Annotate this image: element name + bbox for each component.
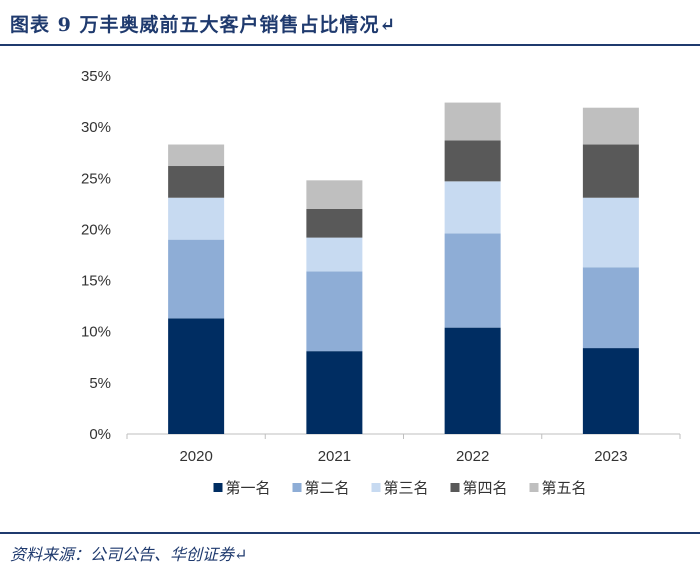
bar-segment — [582, 107, 639, 145]
bar-segment — [444, 327, 501, 434]
legend-swatch — [450, 483, 460, 492]
bottom-rule — [0, 532, 700, 534]
bar-segment — [444, 102, 501, 141]
y-tick-label: 0% — [89, 426, 111, 443]
x-tick-label: 2021 — [318, 448, 351, 465]
legend-swatch — [213, 483, 223, 492]
bar-segment — [582, 144, 639, 198]
legend-swatch — [529, 483, 539, 492]
bar-segment — [306, 208, 363, 238]
y-tick-label: 15% — [81, 273, 111, 290]
bar-segment — [306, 271, 363, 352]
bar-segment — [582, 197, 639, 268]
y-tick-label: 35% — [81, 68, 111, 85]
stacked-bar-chart: 0% 5% 10% 15% 20% 25% 30% 35% 2020 2021 2022 2023 第一… — [81, 68, 681, 497]
legend-label: 第四名 — [463, 479, 508, 497]
bar-segment — [168, 197, 225, 240]
legend-label: 第五名 — [542, 479, 587, 497]
bar-segment — [306, 237, 363, 272]
y-tick-label: 20% — [81, 221, 111, 238]
bar-segment — [444, 181, 501, 234]
bar-segment — [168, 166, 225, 198]
bar-segment — [306, 351, 363, 434]
bar-segment — [444, 140, 501, 182]
y-tick-label: 5% — [89, 375, 111, 392]
y-tick-label: 10% — [81, 324, 111, 341]
top-rule — [0, 44, 700, 46]
bar-segment — [582, 267, 639, 349]
x-tick-label: 2020 — [179, 448, 212, 465]
legend-swatch — [371, 483, 381, 492]
legend-label: 第一名 — [226, 479, 271, 497]
bar-segment — [168, 144, 225, 167]
bar-segment — [168, 239, 225, 319]
bar-segment — [444, 233, 501, 328]
y-tick-label: 25% — [81, 170, 111, 187]
legend-swatch — [292, 483, 302, 492]
figure-title: 图表 9 万丰奥威前五大客户销售占比情况↵ — [10, 14, 397, 36]
legend-label: 第三名 — [384, 479, 429, 497]
x-tick-label: 2023 — [594, 448, 627, 465]
bar-segment — [306, 180, 363, 209]
source-note: 资料来源：公司公告、华创证券↵ — [10, 545, 248, 564]
bar-segment — [582, 348, 639, 434]
bar-segment — [168, 318, 225, 434]
y-tick-label: 30% — [81, 119, 111, 136]
title-bar: 图表 9 万丰奥威前五大客户销售占比情况↵ — [0, 0, 700, 46]
x-tick-label: 2022 — [456, 448, 489, 465]
legend-label: 第二名 — [305, 479, 350, 497]
